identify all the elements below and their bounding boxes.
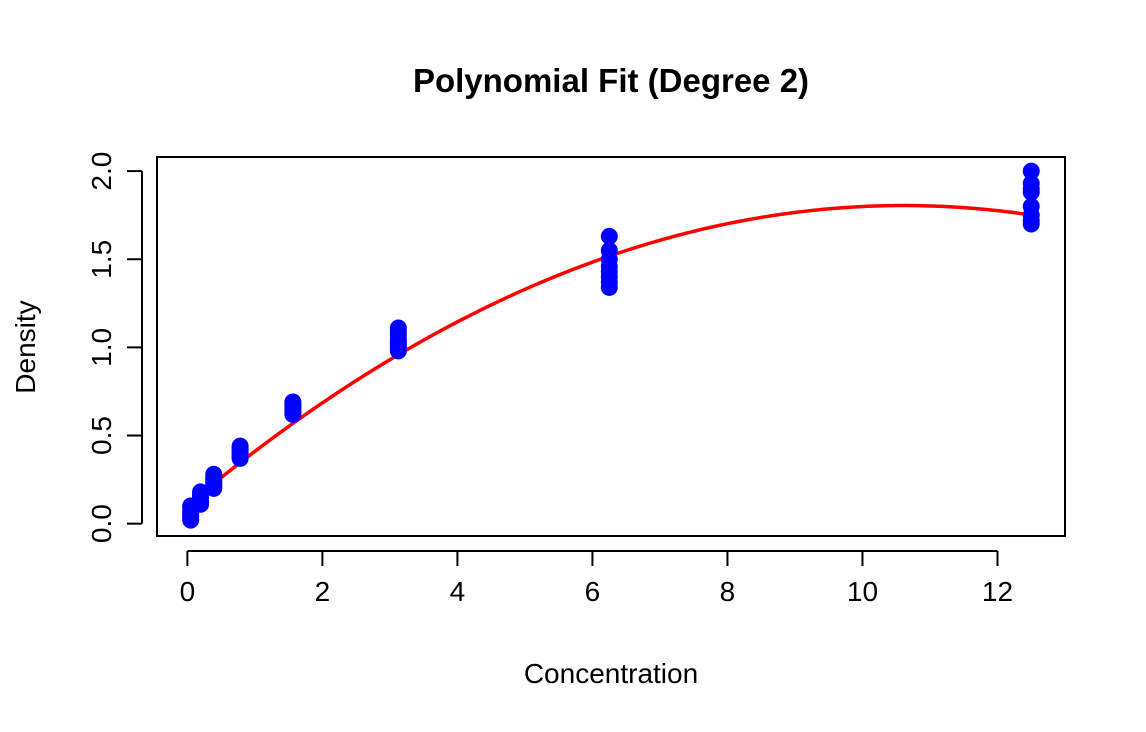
x-tick-label: 12 <box>982 576 1013 607</box>
data-point <box>1022 197 1040 215</box>
data-point <box>231 437 249 455</box>
data-point <box>192 483 210 501</box>
data-point <box>600 241 618 259</box>
x-tick-label: 2 <box>315 576 331 607</box>
data-point <box>389 319 407 337</box>
chart-title: Polynomial Fit (Degree 2) <box>413 62 809 99</box>
plot-frame <box>156 156 1066 537</box>
y-tick-label: 1.5 <box>86 240 117 279</box>
y-tick-label: 0.5 <box>86 416 117 455</box>
x-tick-label: 6 <box>585 576 601 607</box>
x-tick-label: 0 <box>180 576 196 607</box>
x-tick-label: 4 <box>450 576 466 607</box>
data-point <box>284 393 302 411</box>
x-axis: 0 2 4 6 8 10 12 <box>180 550 1013 607</box>
x-tick-label: 10 <box>847 576 878 607</box>
y-axis-label: Density <box>10 300 41 393</box>
data-points-layer <box>182 162 1040 529</box>
y-tick-label: 1.0 <box>86 328 117 367</box>
x-axis-label: Concentration <box>524 658 698 689</box>
data-point <box>1022 174 1040 192</box>
data-point <box>205 465 223 483</box>
y-tick-label: 0.0 <box>86 504 117 543</box>
data-point <box>600 227 618 245</box>
x-tick-label: 8 <box>720 576 736 607</box>
y-axis: 0.0 0.5 1.0 1.5 2.0 <box>86 152 143 543</box>
y-tick-label: 2.0 <box>86 152 117 191</box>
data-point <box>1022 162 1040 180</box>
